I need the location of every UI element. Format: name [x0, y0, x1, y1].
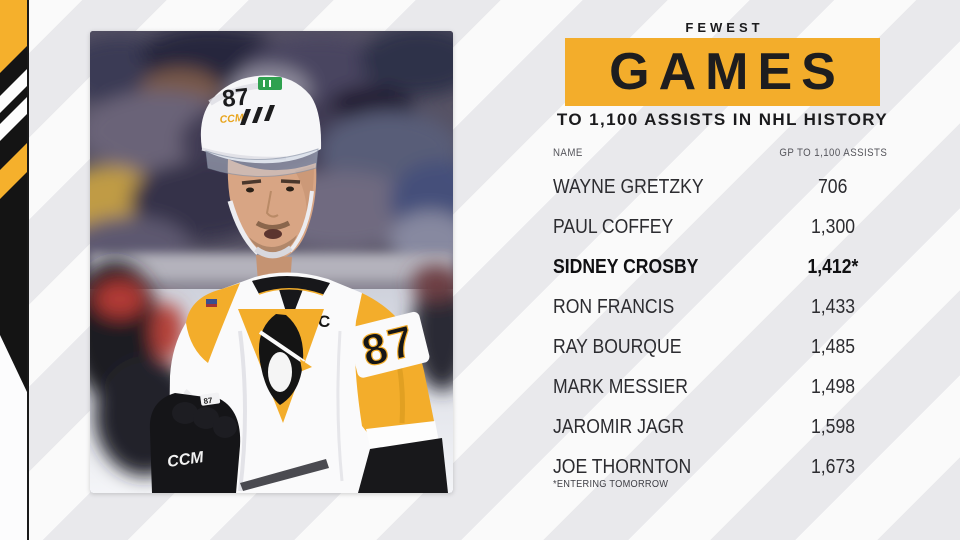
- face: [227, 159, 317, 259]
- helmet-number: 87: [221, 83, 250, 113]
- table-row: MARK MESSIER 1,498: [553, 367, 915, 407]
- column-header-gp: GP TO 1,100 ASSISTS: [779, 147, 887, 159]
- crowd-background: [90, 31, 453, 295]
- player-name: MARK MESSIER: [553, 376, 688, 398]
- headline-kicker: FEWEST: [685, 20, 764, 35]
- player-name: RAY BOURQUE: [553, 336, 682, 358]
- glove-tag-number: 87: [203, 396, 214, 406]
- player-name: PAUL COFFEY: [553, 216, 674, 238]
- left-accent-bar: [0, 0, 29, 540]
- table-row: WAYNE GRETZKY 706: [553, 167, 915, 207]
- helmet-slashes: [240, 105, 275, 125]
- sleeve-number: 87: [347, 311, 430, 378]
- games-played-value: 1,433: [810, 296, 856, 318]
- games-played-value: 1,498: [810, 376, 856, 398]
- table-row: JAROMIR JAGR 1,598: [553, 407, 915, 447]
- mouth: [264, 229, 282, 239]
- table-row: RON FRANCIS 1,433: [553, 287, 915, 327]
- games-played-value: 1,598: [810, 416, 856, 438]
- table-row: RAY BOURQUE 1,485: [553, 327, 915, 367]
- games-played-value: 1,485: [810, 336, 856, 358]
- visor: [205, 148, 319, 177]
- player-name: WAYNE GRETZKY: [553, 176, 704, 198]
- player-name: JAROMIR JAGR: [553, 416, 685, 438]
- player-name: SIDNEY CROSBY: [553, 256, 699, 278]
- stats-table: WAYNE GRETZKY 706 PAUL COFFEY 1,300 SIDN…: [553, 167, 915, 487]
- table-row: PAUL COFFEY 1,300: [553, 207, 915, 247]
- team-logo: [238, 309, 324, 423]
- games-played-value: 1,300: [810, 216, 856, 238]
- player-name: RON FRANCIS: [553, 296, 675, 318]
- chin-cup: [254, 245, 293, 259]
- column-header-name: NAME: [553, 147, 583, 159]
- headline-title: GAMES: [609, 43, 845, 101]
- games-played-value: 1,673: [810, 456, 856, 478]
- table-row: JOE THORNTON 1,673: [553, 447, 915, 487]
- table-footnote: *ENTERING TOMORROW: [553, 478, 669, 490]
- hockey-stick: [240, 459, 329, 491]
- player-figure: C 87: [149, 75, 448, 493]
- games-played-value: 706: [818, 176, 848, 198]
- glove-brand-label: CCM: [166, 449, 205, 471]
- player-photo: C 87: [90, 31, 453, 493]
- helmet-brand-label: CCM: [219, 112, 244, 126]
- table-row: SIDNEY CROSBY 1,412*: [553, 247, 915, 287]
- helmet: 87 CCM: [200, 75, 322, 164]
- headline-title-box: GAMES: [565, 38, 880, 106]
- glove: 87 CCM: [149, 392, 241, 493]
- flag-patch: [206, 299, 217, 307]
- player-name: JOE THORNTON: [553, 456, 692, 478]
- games-played-value: 1,412*: [807, 256, 859, 278]
- headline-subtitle: TO 1,100 ASSISTS IN NHL HISTORY: [556, 110, 889, 129]
